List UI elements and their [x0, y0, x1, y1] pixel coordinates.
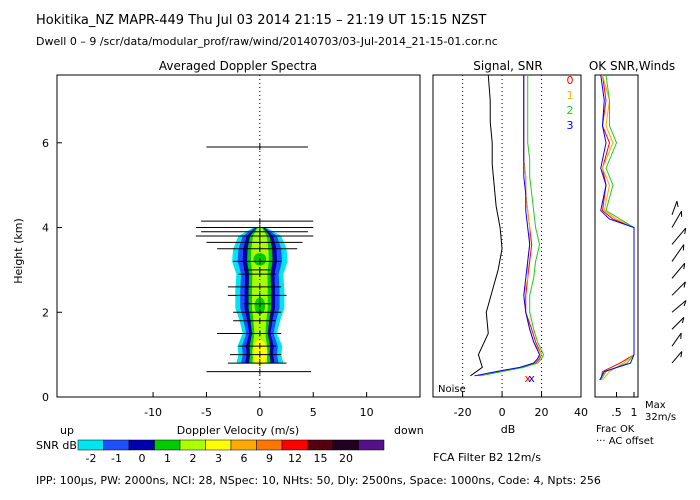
panel-title-signal: Signal, SNR [473, 59, 542, 73]
colorbar-tick-6: 6 [241, 452, 248, 465]
colorbar-swatch-2 [128, 439, 155, 451]
colorbar-tick-4: 2 [190, 452, 197, 465]
noise-annotation: Noise [438, 384, 466, 395]
spectra-up-label: up [60, 424, 74, 437]
colorbar-swatch-0 [77, 439, 104, 451]
colorbar-tick-9: 15 [314, 452, 328, 465]
wind-barb-1 [671, 332, 682, 347]
colorbar-swatch-5 [205, 439, 232, 451]
spectra-ylabel: Height (km) [12, 218, 25, 284]
colorbar-tick-1: -1 [111, 452, 122, 465]
signal-snr-panel: Signal, SNR xx -20 0 20 40 Noise dB [432, 59, 588, 436]
ok-series-2 [600, 74, 635, 381]
signal-series-3 [474, 75, 541, 377]
ok-legend-3: 3 [567, 119, 574, 132]
colorbar-swatch-10 [332, 439, 359, 451]
wind-barb-head-7 [684, 228, 687, 235]
signal-xtick-label-20: 20 [535, 406, 549, 419]
signal-xtick-label--20: -20 [454, 406, 472, 419]
wind-barb-head-9 [676, 201, 679, 208]
colorbar-swatch-4 [179, 439, 206, 451]
x-tick-label-0: 0 [256, 406, 263, 419]
ok-xtick-label-1: 1 [631, 406, 638, 419]
y-tick-label-0: 0 [42, 391, 49, 404]
colorbar-swatch-6 [230, 439, 257, 451]
x-tick-label--5: -5 [201, 406, 212, 419]
y-tick-label-6: 6 [42, 137, 49, 150]
colorbar-tick-0: -2 [86, 452, 97, 465]
colorbar-tick-10: 20 [339, 452, 353, 465]
ok-legend-2: 2 [567, 104, 574, 117]
ok-series-1 [601, 74, 635, 381]
wind-barb-head-0 [680, 351, 683, 358]
wind-barb-6 [671, 244, 685, 262]
colorbar-tick-5: 3 [215, 452, 222, 465]
wind-barb-head-3 [683, 300, 687, 307]
colorbar-swatch-3 [154, 439, 181, 451]
wind-barb-8 [671, 210, 682, 228]
signal-marker-0: x [524, 372, 531, 385]
colorbar-label: SNR dB [36, 439, 77, 452]
wind-barb-head-5 [683, 263, 686, 270]
x-tick-label-5: 5 [310, 406, 317, 419]
fca-filter-label: FCA Filter B2 12m/s [433, 451, 541, 464]
colorbar-tick-2: 0 [139, 452, 146, 465]
colorbar-swatch-1 [103, 439, 130, 451]
x-tick-label-10: 10 [360, 406, 374, 419]
signal-xtick-label-0: 0 [499, 406, 506, 419]
ok-legend-1: 1 [567, 89, 574, 102]
panel-title-spectra: Averaged Doppler Spectra [159, 59, 317, 73]
colorbar-swatch-9 [307, 439, 334, 451]
ok-series-3 [599, 74, 635, 381]
spectra-frame [56, 74, 421, 398]
wind-barb-5 [671, 262, 686, 279]
wind-max-value: 32m/s [645, 412, 676, 423]
spectra-xlabel: Doppler Velocity (m/s) [177, 424, 299, 437]
ok-series-0 [600, 74, 635, 381]
wind-barb-9 [671, 201, 678, 215]
wind-max-label: Max [645, 400, 666, 411]
colorbar-swatch-7 [256, 439, 283, 451]
ok-frame [594, 74, 639, 398]
signal-frame [432, 74, 582, 398]
signal-marker-1: x [528, 372, 535, 385]
signal-series-noise [470, 74, 503, 377]
ok-xlabel: Frac OK [596, 424, 635, 435]
wind-barb-7 [671, 227, 687, 245]
ok-legend-0: 0 [567, 74, 574, 87]
ac-offset-note: ··· AC offset [596, 436, 654, 447]
wind-barb-4 [671, 281, 686, 296]
snr-colorbar: SNR dB -2 -1 0 1 2 3 6 9 12 15 20 [36, 439, 385, 465]
header-file-path: Dwell 0 – 9 /scr/data/modular_prof/raw/w… [36, 35, 498, 48]
colorbar-tick-7: 9 [266, 452, 273, 465]
wind-barb-0 [671, 351, 683, 364]
wind-barb-head-2 [681, 317, 685, 324]
footer-params: IPP: 100μs, PW: 2000ns, NCI: 28, NSpec: … [36, 474, 601, 487]
signal-xlabel: dB [501, 423, 516, 436]
wind-barb-head-4 [683, 281, 686, 288]
ok-snr-winds-panel: OK SNR,Winds 0 1 2 3 .5 1 Frac OK ··· AC off… [567, 59, 687, 447]
header-title: Hokitika_NZ MAPR-449 Thu Jul 03 2014 21:… [36, 13, 486, 28]
x-tick-label--10: -10 [144, 406, 162, 419]
signal-xtick-label-40: 40 [574, 406, 588, 419]
colorbar-swatch-8 [281, 439, 308, 451]
y-tick-label-4: 4 [42, 222, 49, 235]
doppler-spectra-panel: Averaged Doppler Spectra -10 -5 0 5 10 0 2 4 6 H… [12, 59, 424, 437]
signal-series-2 [480, 75, 545, 377]
ok-xtick-label-0: .5 [611, 406, 622, 419]
colorbar-tick-8: 12 [288, 452, 302, 465]
y-tick-label-2: 2 [42, 306, 49, 319]
panel-title-ok: OK SNR,Winds [589, 59, 675, 73]
wind-barb-2 [671, 317, 685, 330]
wind-barb-3 [671, 300, 687, 313]
spectra-down-label: down [394, 424, 424, 437]
colorbar-tick-3: 1 [164, 452, 171, 465]
colorbar-swatch-11 [358, 439, 385, 451]
